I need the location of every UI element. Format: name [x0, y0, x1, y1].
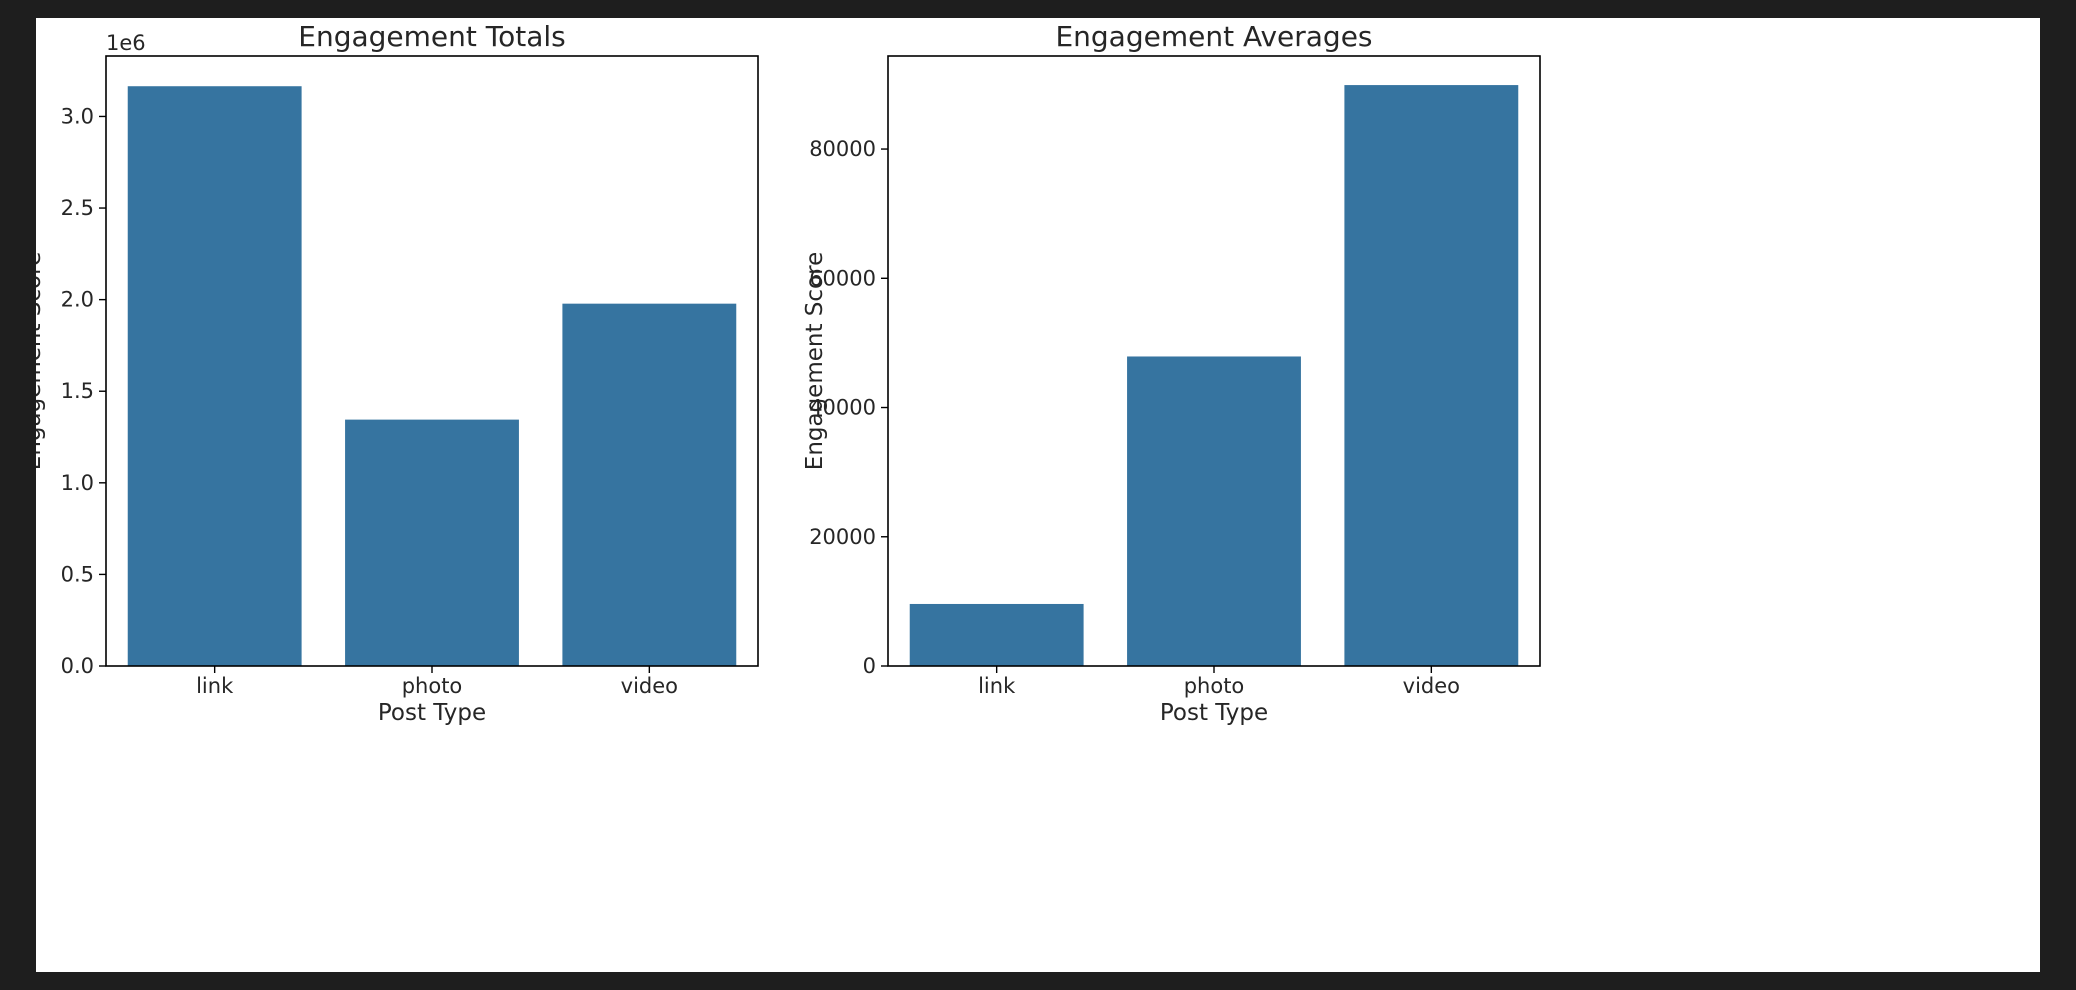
chart-title: Engagement Averages — [1055, 20, 1372, 53]
bar-link — [909, 603, 1084, 666]
figure-canvas: Engagement Totals Post Type Engagement S… — [36, 18, 2040, 972]
bar-group — [127, 86, 737, 667]
bar-photo — [1127, 356, 1301, 666]
y-tick-label: 0.5 — [61, 562, 94, 586]
y-tick-label: 1.0 — [61, 471, 94, 495]
x-axis-label: Post Type — [378, 700, 486, 726]
bar-photo — [345, 419, 519, 666]
chart-title: Engagement Totals — [298, 20, 565, 53]
bar-video — [1344, 85, 1519, 667]
bar-video — [562, 303, 737, 666]
y-tick-label: 20000 — [809, 525, 876, 549]
y-tick-label: 1.5 — [61, 379, 94, 403]
y-tick-label: 0.0 — [61, 654, 94, 678]
chart-figure: Engagement Totals Post Type Engagement S… — [36, 20, 1541, 726]
y-axis-label: Engagement Score — [36, 252, 46, 470]
y-axis-label: Engagement Score — [802, 252, 828, 470]
y-tick-label: 0 — [863, 654, 876, 678]
tick-group: link photo video 0.0 0.5 1.0 1.5 2.0 2.5 3.0 — [61, 104, 678, 698]
y-tick-label: 40000 — [809, 396, 876, 420]
tick-group: link photo video 0 20000 40000 60000 80000 — [809, 137, 1460, 698]
y-tick-label: 3.0 — [61, 104, 94, 128]
y-tick-label: 2.0 — [61, 288, 94, 312]
y-tick-label: 60000 — [809, 266, 876, 290]
bar-group — [909, 85, 1519, 667]
chart-panel-totals: Engagement Totals Post Type Engagement S… — [36, 20, 759, 726]
x-tick-label: video — [1403, 674, 1460, 698]
chart-panel-averages: Engagement Averages Post Type Engagement… — [802, 20, 1541, 726]
plot-frame — [887, 55, 1541, 667]
y-tick-label: 80000 — [809, 137, 876, 161]
x-tick-label: photo — [402, 674, 463, 698]
bar-link — [127, 86, 302, 667]
plot-frame — [105, 55, 759, 667]
y-tick-label: 2.5 — [61, 196, 94, 220]
x-tick-label: photo — [1184, 674, 1245, 698]
x-tick-label: link — [978, 674, 1016, 698]
x-tick-label: link — [196, 674, 234, 698]
x-tick-label: video — [621, 674, 678, 698]
y-axis-offset-text: 1e6 — [106, 31, 146, 55]
x-axis-label: Post Type — [1160, 700, 1268, 726]
